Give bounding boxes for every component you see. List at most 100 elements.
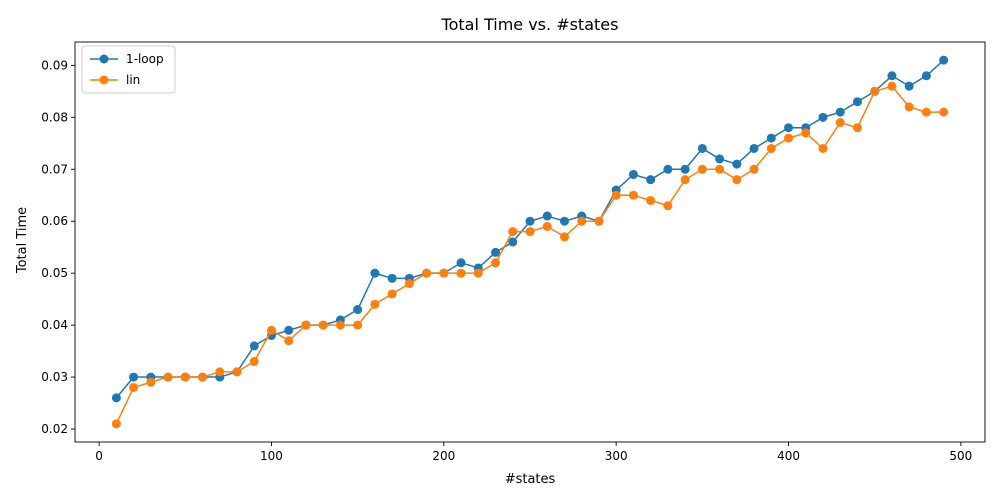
x-tick-label: 0 (95, 449, 103, 463)
data-point (852, 97, 862, 107)
data-point (129, 372, 139, 382)
data-point (904, 81, 914, 91)
y-tick-label: 0.06 (41, 214, 68, 228)
data-point (766, 143, 776, 153)
y-tick-label: 0.07 (41, 162, 68, 176)
data-point (646, 175, 656, 185)
data-point (697, 164, 707, 174)
data-point (766, 133, 776, 143)
x-tick-label: 200 (432, 449, 455, 463)
x-axis-label: #states (505, 472, 556, 487)
data-point (111, 419, 121, 429)
plot-area: 0 100 200 300 400 500 0.02 0.03 0.04 0.05 0.06 0.07… (41, 41, 986, 463)
data-point (491, 258, 501, 268)
legend-label: 1-loop (126, 52, 164, 66)
data-point (663, 201, 673, 211)
data-point (594, 216, 604, 226)
data-point (887, 81, 897, 91)
data-point (387, 289, 397, 299)
data-point (852, 123, 862, 133)
data-point (284, 336, 294, 346)
data-point (284, 325, 294, 335)
data-point (266, 325, 276, 335)
y-axis-label: Total Time (15, 207, 30, 274)
data-point (370, 268, 380, 278)
data-point (249, 356, 259, 366)
data-point (542, 211, 552, 221)
data-point (732, 159, 742, 169)
data-point (680, 164, 690, 174)
data-point (232, 367, 242, 377)
data-point (439, 268, 449, 278)
data-point (715, 154, 725, 164)
data-point (508, 227, 518, 237)
data-point (939, 107, 949, 117)
data-point (835, 118, 845, 128)
legend: 1-loop lin (81, 45, 176, 94)
x-tick-label: 300 (605, 449, 628, 463)
data-point (818, 143, 828, 153)
data-point (301, 320, 311, 330)
data-point (749, 164, 759, 174)
data-point (215, 367, 225, 377)
data-point (904, 102, 914, 112)
y-tick-label: 0.09 (41, 58, 68, 72)
data-point (353, 320, 363, 330)
data-point (542, 221, 552, 231)
data-point (611, 190, 621, 200)
data-point (111, 393, 121, 403)
data-point (387, 273, 397, 283)
data-point (835, 107, 845, 117)
data-point (749, 143, 759, 153)
data-point (784, 123, 794, 133)
data-point (628, 190, 638, 200)
data-point (887, 71, 897, 81)
data-point (646, 195, 656, 205)
data-point (921, 107, 931, 117)
chart-title: Total Time vs. #states (441, 15, 619, 34)
y-tick-label: 0.08 (41, 110, 68, 124)
x-tick-label: 500 (949, 449, 972, 463)
data-point (163, 372, 173, 382)
data-point (818, 112, 828, 122)
data-point (146, 377, 156, 387)
data-point (198, 372, 208, 382)
data-point (525, 216, 535, 226)
data-point (697, 143, 707, 153)
data-point (473, 268, 483, 278)
y-tick-label: 0.02 (41, 422, 68, 436)
data-point (577, 216, 587, 226)
y-tick-label: 0.03 (41, 370, 68, 384)
data-point (784, 133, 794, 143)
data-point (801, 128, 811, 138)
data-point (732, 175, 742, 185)
data-point (715, 164, 725, 174)
data-point (870, 86, 880, 96)
y-tick-label: 0.05 (41, 266, 68, 280)
data-point (180, 372, 190, 382)
data-point (939, 55, 949, 65)
data-point (335, 320, 345, 330)
data-point (559, 232, 569, 242)
legend-marker (99, 75, 109, 85)
data-point (559, 216, 569, 226)
x-tick-label: 400 (777, 449, 800, 463)
data-point (628, 169, 638, 179)
data-point (370, 299, 380, 309)
data-point (318, 320, 328, 330)
axes-frame (74, 41, 986, 443)
data-point (353, 305, 363, 315)
data-point (456, 268, 466, 278)
y-tick-label: 0.04 (41, 318, 68, 332)
legend-marker (99, 54, 109, 64)
data-point (129, 382, 139, 392)
legend-label: lin (126, 73, 140, 87)
data-point (680, 175, 690, 185)
data-point (508, 237, 518, 247)
data-point (921, 71, 931, 81)
data-point (249, 341, 259, 351)
data-point (456, 258, 466, 268)
data-point (491, 247, 501, 257)
